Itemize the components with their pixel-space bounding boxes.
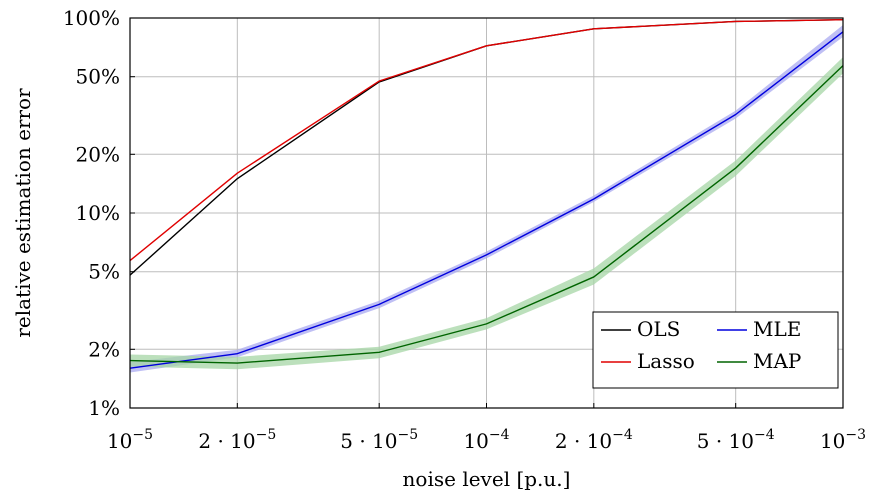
legend-entry-ols: OLS <box>601 317 680 341</box>
legend-entry-mle: MLE <box>717 317 801 341</box>
y-tick-label: 50% <box>76 65 120 89</box>
legend-label: MLE <box>753 317 801 341</box>
y-tick-label: 100% <box>63 6 120 30</box>
x-tick-label: 2 · 10−5 <box>198 427 276 453</box>
legend-entry-lasso: Lasso <box>601 349 695 373</box>
legend-label: MAP <box>753 349 801 373</box>
x-tick-label: 10−4 <box>463 427 509 453</box>
y-tick-label: 20% <box>76 142 120 166</box>
series-lines <box>129 19 844 369</box>
legend-box <box>592 311 839 389</box>
legend-label: Lasso <box>637 349 695 373</box>
legend-entry-map: MAP <box>717 349 801 373</box>
y-tick-label: 5% <box>88 260 120 284</box>
x-tick-label: 10−3 <box>820 427 866 453</box>
x-tick-label: 2 · 10−4 <box>555 427 633 453</box>
y-tick-label: 1% <box>88 396 120 420</box>
y-tick-label: 10% <box>76 201 120 225</box>
axis-ticks: 10−5 2 · 10−5 5 · 10−5 10−4 2 · 10−4 5 · 10−4… <box>63 6 866 453</box>
series-line-map <box>129 65 844 364</box>
legend-label: OLS <box>637 317 680 341</box>
x-axis-label: noise level [p.u.] <box>403 467 571 491</box>
x-tick-label: 5 · 10−4 <box>697 427 775 453</box>
x-tick-label: 5 · 10−5 <box>340 427 418 453</box>
series-line-lasso <box>129 19 844 262</box>
series-line-mle <box>129 31 844 369</box>
y-axis-label: relative estimation error <box>11 88 35 338</box>
x-tick-label: 10−5 <box>107 427 153 453</box>
legend: OLS Lasso MLE MAP <box>592 311 839 389</box>
y-tick-label: 2% <box>88 337 120 361</box>
